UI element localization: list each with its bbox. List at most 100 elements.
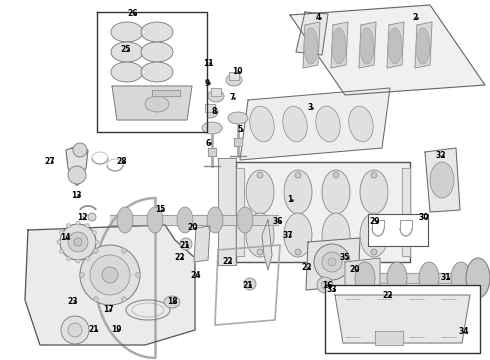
Ellipse shape: [111, 42, 143, 62]
Text: 30: 30: [419, 213, 429, 222]
Ellipse shape: [246, 170, 274, 214]
Text: 6: 6: [205, 139, 211, 148]
Ellipse shape: [322, 213, 350, 257]
Ellipse shape: [416, 28, 430, 64]
Text: 25: 25: [121, 45, 131, 54]
Text: 9: 9: [204, 78, 210, 87]
Circle shape: [68, 232, 88, 252]
Ellipse shape: [207, 207, 223, 233]
Polygon shape: [331, 22, 348, 68]
Polygon shape: [425, 148, 460, 212]
Polygon shape: [208, 148, 216, 156]
Ellipse shape: [111, 62, 143, 82]
Ellipse shape: [349, 106, 373, 142]
Polygon shape: [218, 158, 236, 265]
Polygon shape: [194, 226, 210, 262]
Text: 5: 5: [238, 126, 243, 135]
Circle shape: [60, 249, 64, 253]
Text: 18: 18: [167, 297, 177, 306]
Circle shape: [122, 297, 126, 302]
Circle shape: [61, 316, 89, 344]
Text: 17: 17: [103, 306, 113, 315]
Ellipse shape: [141, 42, 173, 62]
Ellipse shape: [145, 96, 169, 112]
Text: 26: 26: [128, 9, 138, 18]
Circle shape: [371, 172, 377, 178]
Circle shape: [60, 224, 96, 260]
Text: 24: 24: [191, 270, 201, 279]
Circle shape: [295, 172, 301, 178]
Text: 34: 34: [459, 328, 469, 337]
Polygon shape: [303, 22, 320, 68]
Text: 7: 7: [229, 94, 235, 103]
Ellipse shape: [355, 262, 375, 294]
Ellipse shape: [451, 262, 471, 294]
Polygon shape: [66, 148, 88, 185]
Polygon shape: [236, 168, 244, 256]
Ellipse shape: [419, 262, 439, 294]
Text: 22: 22: [223, 257, 233, 266]
Circle shape: [122, 248, 126, 253]
Circle shape: [95, 240, 99, 244]
Ellipse shape: [141, 62, 173, 82]
Ellipse shape: [332, 28, 346, 64]
Ellipse shape: [147, 207, 163, 233]
Text: 20: 20: [350, 266, 360, 274]
Polygon shape: [229, 72, 239, 80]
Polygon shape: [402, 168, 410, 256]
Circle shape: [93, 249, 97, 253]
Text: 28: 28: [117, 158, 127, 166]
Text: 21: 21: [180, 240, 190, 249]
Ellipse shape: [430, 162, 454, 198]
Text: 12: 12: [77, 213, 87, 222]
Text: 35: 35: [340, 253, 350, 262]
Polygon shape: [152, 90, 180, 96]
Circle shape: [321, 281, 329, 289]
Text: 21: 21: [89, 325, 99, 334]
Ellipse shape: [226, 74, 242, 86]
Polygon shape: [262, 220, 272, 270]
Circle shape: [90, 255, 130, 295]
Text: 19: 19: [111, 325, 121, 334]
Ellipse shape: [316, 106, 340, 142]
Text: 23: 23: [68, 297, 78, 306]
Circle shape: [257, 172, 263, 178]
Text: 10: 10: [232, 68, 242, 77]
Circle shape: [94, 297, 98, 302]
Text: 15: 15: [155, 206, 165, 215]
Ellipse shape: [360, 213, 388, 257]
Ellipse shape: [141, 22, 173, 42]
Text: 36: 36: [273, 217, 283, 226]
Text: 20: 20: [188, 224, 198, 233]
Polygon shape: [112, 86, 192, 120]
Text: 21: 21: [243, 280, 253, 289]
Ellipse shape: [388, 28, 402, 64]
Circle shape: [76, 259, 80, 263]
Ellipse shape: [322, 170, 350, 214]
Text: 1: 1: [287, 195, 293, 204]
Text: 22: 22: [302, 264, 312, 273]
Ellipse shape: [111, 22, 143, 42]
Ellipse shape: [360, 170, 388, 214]
Circle shape: [94, 248, 98, 253]
Circle shape: [85, 224, 90, 228]
Ellipse shape: [164, 296, 180, 308]
Text: 3: 3: [307, 104, 313, 112]
Circle shape: [57, 240, 61, 244]
Circle shape: [85, 256, 90, 260]
Circle shape: [322, 252, 342, 272]
Circle shape: [67, 224, 71, 228]
Polygon shape: [335, 295, 470, 343]
Polygon shape: [368, 214, 428, 246]
Circle shape: [80, 245, 140, 305]
Text: 32: 32: [436, 152, 446, 161]
Ellipse shape: [202, 122, 222, 134]
Text: 29: 29: [370, 217, 380, 226]
Text: 13: 13: [71, 192, 81, 201]
Text: 22: 22: [175, 253, 185, 262]
Circle shape: [73, 143, 87, 157]
Polygon shape: [296, 12, 328, 55]
Polygon shape: [205, 104, 215, 112]
Circle shape: [68, 323, 82, 337]
Circle shape: [295, 249, 301, 255]
